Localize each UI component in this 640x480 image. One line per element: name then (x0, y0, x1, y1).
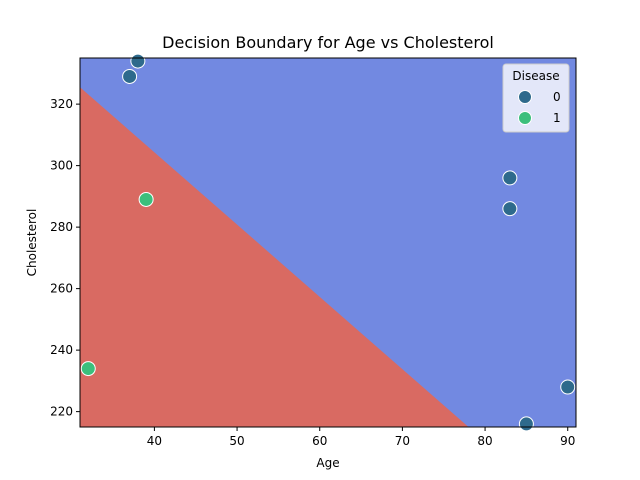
data-point-class-0 (502, 170, 518, 186)
data-point-class-1 (138, 191, 154, 207)
x-tick-label: 60 (312, 434, 327, 448)
data-point-class-0 (502, 201, 518, 217)
data-point-class-0 (560, 379, 576, 395)
legend-title: Disease (512, 69, 559, 83)
legend-marker-0 (518, 90, 532, 104)
region-class-1 (80, 87, 469, 428)
data-point-class-1 (80, 361, 96, 377)
x-axis-ticks: 40 50 60 70 80 90 (147, 427, 575, 448)
y-tick-label: 320 (50, 97, 73, 111)
data-points (80, 53, 576, 432)
plot-frame (79, 57, 577, 428)
y-tick-label: 300 (50, 159, 73, 173)
chart-title: Decision Boundary for Age vs Cholesterol (162, 33, 494, 52)
legend-label-0: 0 (553, 90, 561, 104)
y-axis-ticks: 220 240 260 280 300 320 (50, 97, 80, 419)
y-tick-label: 260 (50, 282, 73, 296)
x-tick-label: 40 (147, 434, 162, 448)
legend: Disease 0 1 (502, 63, 570, 133)
y-tick-label: 220 (50, 405, 73, 419)
data-point-class-0 (122, 68, 138, 84)
x-tick-label: 80 (477, 434, 492, 448)
x-axis-label: Age (316, 456, 339, 470)
legend-marker-1 (518, 111, 532, 125)
x-tick-label: 50 (229, 434, 244, 448)
x-tick-label: 70 (395, 434, 410, 448)
data-point-class-0 (518, 416, 534, 432)
y-tick-label: 280 (50, 220, 73, 234)
x-tick-label: 90 (560, 434, 575, 448)
y-axis-label: Cholesterol (25, 209, 39, 277)
legend-label-1: 1 (553, 111, 561, 125)
y-tick-label: 240 (50, 343, 73, 357)
data-point-class-0 (130, 53, 146, 69)
plot-area (79, 53, 577, 432)
